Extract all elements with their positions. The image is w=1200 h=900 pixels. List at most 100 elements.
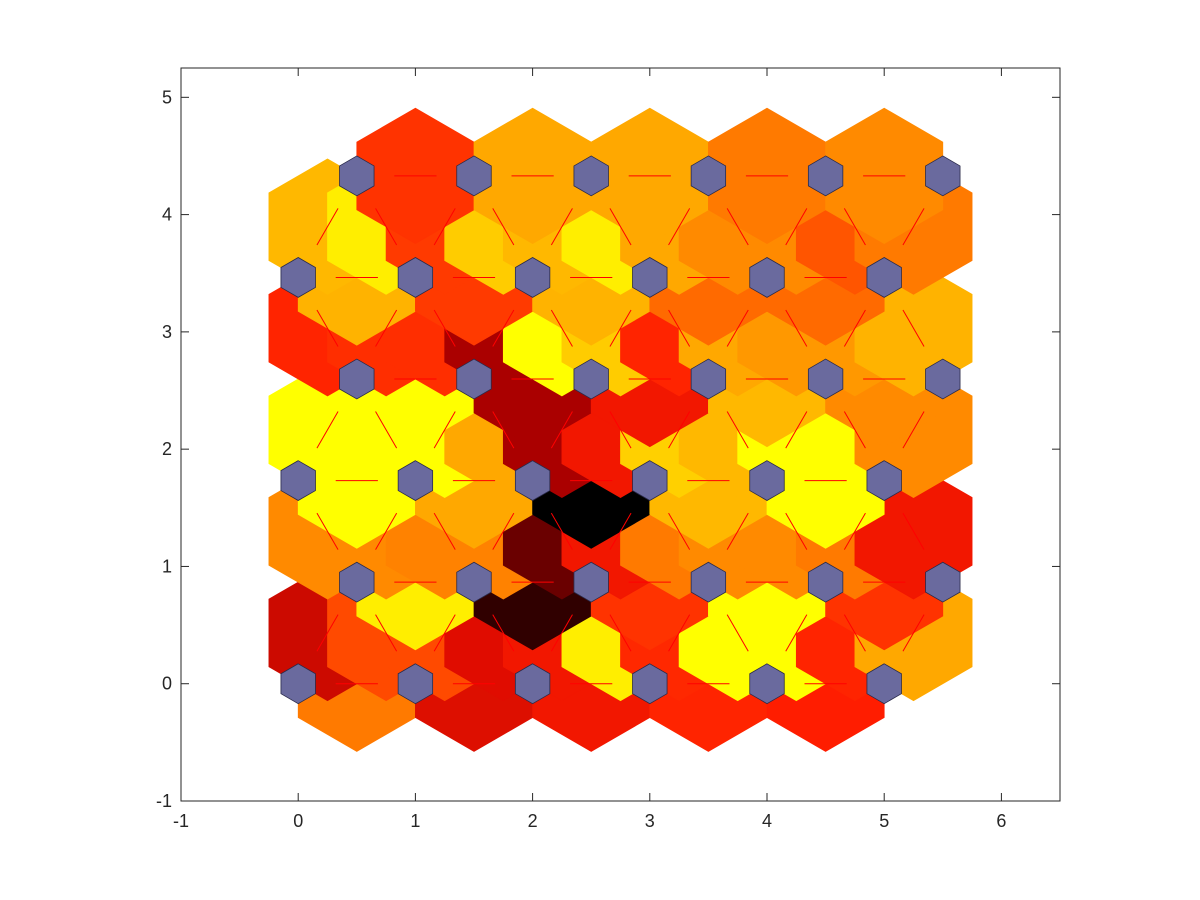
neuron-marker xyxy=(339,155,375,197)
connection-line xyxy=(609,411,632,449)
neuron-markers xyxy=(280,155,961,705)
x-tick-label: 1 xyxy=(410,811,420,831)
x-tick-label: 2 xyxy=(528,811,538,831)
connection-line xyxy=(843,512,866,550)
y-tick-label: 0 xyxy=(162,674,172,694)
y-tick-label: 4 xyxy=(162,205,172,225)
connection-line xyxy=(375,411,398,449)
x-tick-label: -1 xyxy=(173,811,189,831)
neuron-marker xyxy=(573,155,609,197)
neuron-marker xyxy=(749,663,785,705)
connection-line xyxy=(726,411,749,449)
neuron-marker xyxy=(690,358,727,400)
neuron-marker xyxy=(514,663,551,705)
connection-line xyxy=(843,208,866,246)
connection-line xyxy=(316,614,339,652)
connection-line xyxy=(609,512,632,550)
neuron-marker xyxy=(925,561,961,603)
connection-line xyxy=(550,309,573,347)
x-tick-label: 3 xyxy=(645,811,655,831)
neuron-marker xyxy=(573,358,609,400)
connection-line xyxy=(668,614,691,652)
neuron-marker xyxy=(514,460,551,501)
connection-line xyxy=(492,411,515,449)
connection-line xyxy=(726,309,749,347)
axis-tick-labels: -1 0 1 2 3 4 5 6 -1 0 1 2 3 4 5 xyxy=(156,87,1006,831)
connection-line xyxy=(668,512,691,550)
neuron-marker xyxy=(339,561,375,603)
connection-line xyxy=(433,309,456,347)
neuron-marker xyxy=(749,460,785,501)
connection-line xyxy=(433,614,456,652)
connection-line xyxy=(902,614,925,652)
connection-line xyxy=(785,411,808,449)
neuron-marker xyxy=(925,358,961,400)
axis-ticks xyxy=(180,68,1060,802)
neuron-marker xyxy=(866,663,902,705)
connection-lines xyxy=(316,175,925,685)
connection-line xyxy=(609,614,632,652)
neuron-marker xyxy=(925,155,961,197)
y-tick-label: 5 xyxy=(162,87,172,107)
connection-line xyxy=(550,411,573,449)
connection-line xyxy=(375,208,398,246)
connection-line xyxy=(843,411,866,449)
neuron-marker xyxy=(632,663,668,705)
neuron-marker xyxy=(632,257,668,298)
connection-line xyxy=(843,309,866,347)
neuron-marker xyxy=(339,358,375,400)
neuron-marker xyxy=(280,663,316,705)
connection-line xyxy=(550,208,573,246)
neuron-marker xyxy=(397,663,434,705)
connection-line xyxy=(609,309,632,347)
connection-line xyxy=(375,614,398,652)
connection-line xyxy=(609,208,632,246)
neuron-marker xyxy=(456,358,492,400)
connection-line xyxy=(902,512,925,550)
connection-line xyxy=(433,208,456,246)
neuron-marker xyxy=(632,460,668,501)
connection-line xyxy=(492,208,515,246)
connection-line xyxy=(316,309,339,347)
neuron-marker xyxy=(866,257,902,298)
connection-line xyxy=(726,208,749,246)
neuron-marker xyxy=(456,561,492,603)
axes-box xyxy=(180,67,1061,802)
connection-line xyxy=(492,309,515,347)
neuron-marker xyxy=(690,155,727,197)
connection-line xyxy=(550,614,573,652)
connection-line xyxy=(785,309,808,347)
connection-line xyxy=(316,208,339,246)
y-tick-label: 1 xyxy=(162,556,172,576)
connection-line xyxy=(668,208,691,246)
connection-line xyxy=(316,512,339,550)
x-tick-label: 6 xyxy=(996,811,1006,831)
connection-line xyxy=(668,309,691,347)
connection-line xyxy=(375,309,398,347)
neuron-marker xyxy=(397,257,434,298)
neuron-marker xyxy=(749,257,785,298)
connection-line xyxy=(492,512,515,550)
connection-line xyxy=(433,411,456,449)
connection-line xyxy=(785,614,808,652)
neuron-marker xyxy=(807,155,844,197)
x-tick-label: 5 xyxy=(879,811,889,831)
neuron-marker xyxy=(807,561,844,603)
x-tick-label: 0 xyxy=(293,811,303,831)
connection-line xyxy=(726,614,749,652)
neuron-marker xyxy=(573,561,609,603)
connection-line xyxy=(843,614,866,652)
neuron-marker xyxy=(456,155,492,197)
connection-line xyxy=(550,512,573,550)
neuron-marker xyxy=(280,257,316,298)
connection-line xyxy=(902,309,925,347)
neuron-marker xyxy=(690,561,727,603)
connection-line xyxy=(668,411,691,449)
connection-line xyxy=(902,411,925,449)
connection-line xyxy=(375,512,398,550)
y-tick-label: 3 xyxy=(162,322,172,342)
connection-line xyxy=(785,208,808,246)
connection-line xyxy=(492,614,515,652)
connection-line xyxy=(726,512,749,550)
